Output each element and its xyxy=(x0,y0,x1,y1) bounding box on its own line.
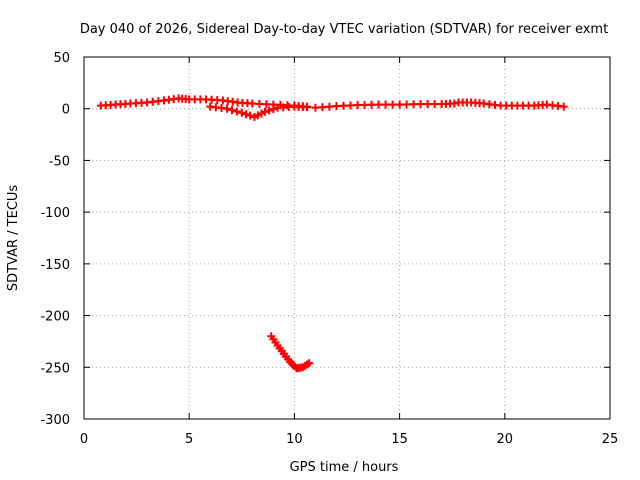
x-tick-label: 15 xyxy=(391,432,408,447)
axis-ticks xyxy=(83,56,611,420)
data-point xyxy=(450,99,459,108)
data-point xyxy=(332,102,341,111)
data-point xyxy=(318,103,327,112)
data-point xyxy=(374,100,383,109)
data-point xyxy=(409,100,418,109)
data-point xyxy=(248,99,257,108)
x-tick-label: 0 xyxy=(80,432,88,447)
y-tick-label: -300 xyxy=(40,413,70,428)
y-tick-label: -200 xyxy=(40,310,70,325)
x-tick-label: 5 xyxy=(185,432,193,447)
y-tick-label: -100 xyxy=(40,206,70,221)
data-point xyxy=(402,100,411,109)
data-point xyxy=(311,103,320,112)
data-point xyxy=(381,100,390,109)
data-point xyxy=(242,110,251,119)
x-tick-label: 20 xyxy=(497,432,514,447)
data-point xyxy=(227,106,236,115)
data-point xyxy=(423,100,432,109)
data-point xyxy=(388,100,397,109)
data-point xyxy=(353,101,362,110)
data-point xyxy=(367,100,376,109)
data-point xyxy=(223,104,232,113)
y-tick-label: -50 xyxy=(49,154,70,169)
y-tick-label: -150 xyxy=(40,258,70,273)
data-point xyxy=(346,101,355,110)
plot-frame xyxy=(83,56,611,420)
series-layer xyxy=(96,94,568,373)
chart-title: Day 040 of 2026, Sidereal Day-to-day VTE… xyxy=(80,22,608,37)
data-point xyxy=(559,102,568,111)
y-tick-label: 50 xyxy=(53,51,70,66)
data-point xyxy=(339,101,348,110)
x-tick-label: 25 xyxy=(602,432,619,447)
data-point xyxy=(255,99,264,108)
data-point xyxy=(262,100,271,109)
data-point xyxy=(246,111,255,120)
data-point xyxy=(237,108,246,117)
y-tick-label: -250 xyxy=(40,361,70,376)
x-tick-label: 10 xyxy=(286,432,303,447)
data-point xyxy=(232,107,241,116)
data-point xyxy=(325,102,334,111)
data-point xyxy=(395,100,404,109)
grid-lines xyxy=(84,57,610,419)
x-axis-label: GPS time / hours xyxy=(290,460,399,475)
data-point xyxy=(416,100,425,109)
data-point xyxy=(305,359,314,368)
data-point xyxy=(265,106,274,115)
data-point xyxy=(303,103,312,112)
data-point xyxy=(430,100,439,109)
tick-labels: 0 5 10 15 20 25 50 0 -50 -100 -150 -200 -250 -300 xyxy=(40,51,618,447)
data-point xyxy=(269,105,278,114)
y-tick-label: 0 xyxy=(62,103,70,118)
data-point xyxy=(360,100,369,109)
y-axis-label: SDTVAR / TECUs xyxy=(6,185,21,292)
data-point xyxy=(260,107,269,116)
